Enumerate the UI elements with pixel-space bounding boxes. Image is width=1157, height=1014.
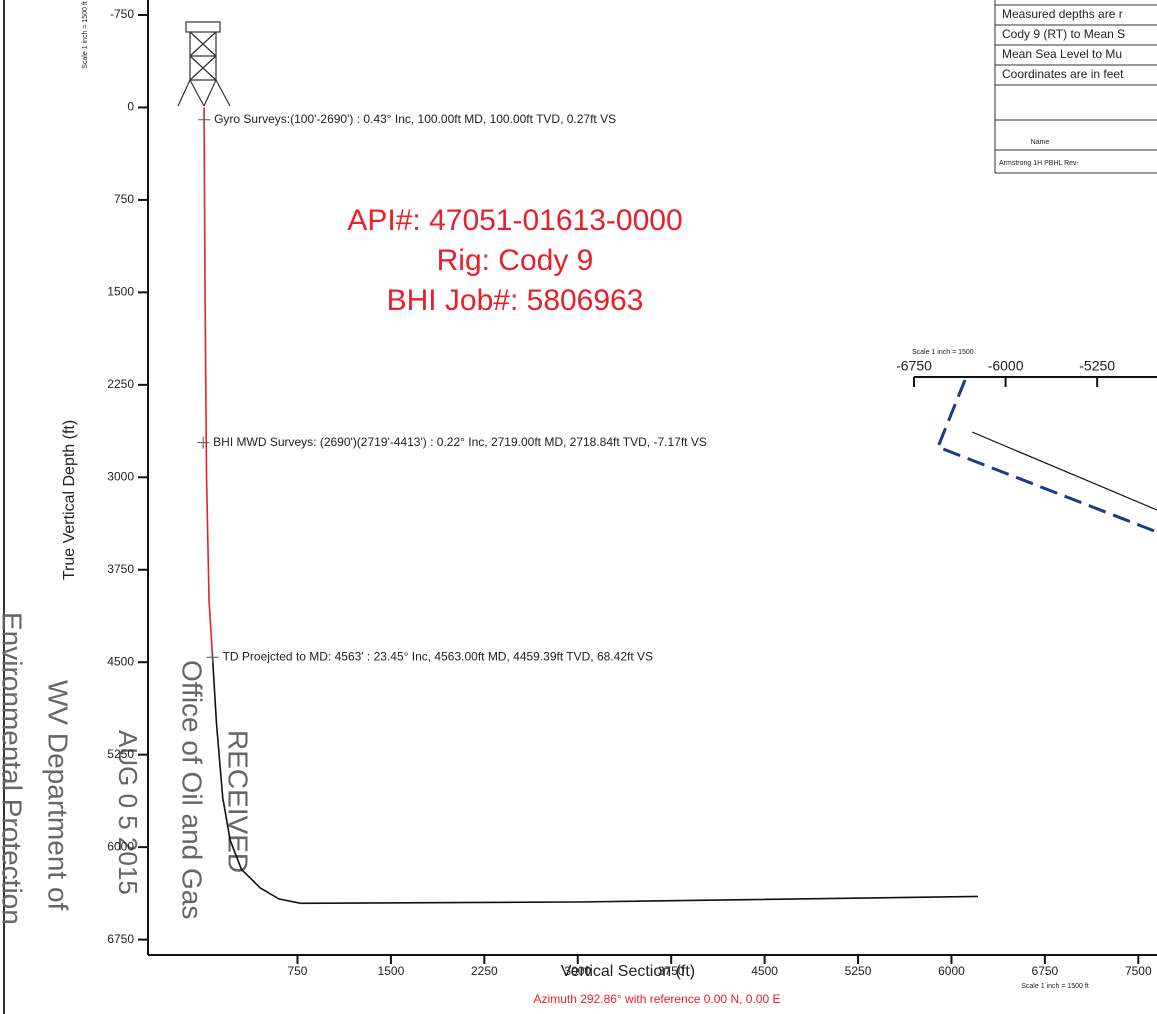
x-tick-label: 750 (287, 964, 307, 978)
inset-tick-label: -6750 (896, 358, 932, 374)
info-row: Measured depths are r (1002, 7, 1123, 21)
y-tick-label: 3000 (107, 469, 134, 483)
stamp-text: Office of Oil and Gas (177, 660, 208, 919)
y-tick-label: 6000 (107, 839, 134, 853)
x-tick-label: 3750 (658, 964, 685, 978)
info-row: Cody 9 (RT) to Mean S (1002, 27, 1125, 41)
y-tick-label: 5250 (107, 747, 134, 761)
x-tick-label: 6750 (1032, 964, 1059, 978)
stamp-text: WV Department of (43, 680, 74, 911)
x-tick-label: 1500 (378, 964, 405, 978)
scale-note: Scale 1 inch = 1500 ft (82, 1, 89, 69)
well-path (211, 657, 979, 905)
x-axis-title: Vertical Section (ft) (561, 963, 695, 980)
stamp-text: Environmental Protection (0, 612, 28, 925)
y-axis-title: True Vertical Depth (ft) (61, 420, 78, 580)
x-tick-label: 3000 (564, 964, 591, 978)
well-path (203, 107, 214, 658)
inset-tick-label: -5250 (1079, 358, 1115, 374)
survey-label: BHI MWD Surveys: (2690')(2719'-4413') : … (213, 435, 707, 449)
y-tick-label: 3750 (107, 562, 134, 576)
x-tick-label: 6000 (938, 964, 965, 978)
survey-marker (197, 436, 210, 449)
survey-marker (206, 651, 219, 664)
x-tick-label: 2250 (471, 964, 498, 978)
survey-label: Gyro Surveys:(100'-2690') : 0.43° Inc, 1… (214, 112, 616, 126)
subtitle: Azimuth 292.86° with reference 0.00 N, 0… (534, 992, 781, 1006)
info-row: Coordinates are in feet (1002, 67, 1124, 81)
inset-tick-label: -6000 (988, 358, 1024, 374)
header-line: API#: 47051-01613-0000 (347, 204, 682, 237)
x-tick-label: 7500 (1125, 964, 1152, 978)
header-line: BHI Job#: 5806963 (387, 284, 644, 317)
y-tick-label: 4500 (107, 654, 134, 668)
info-row: Mean Sea Level to Mu (1002, 47, 1122, 61)
inset-scale-note: Scale 1 inch = 1500 (912, 349, 974, 356)
stamp-text: RECEIVED (223, 730, 254, 873)
y-tick-label: 2250 (107, 377, 134, 391)
plan-well-path (971, 431, 1157, 511)
survey-marker (198, 113, 211, 126)
y-tick-label: 750 (114, 192, 134, 206)
scale-note: Scale 1 inch = 1500 ft (1021, 983, 1089, 990)
info-entry: Armstrong 1H PBHL Rev- (999, 160, 1080, 167)
survey-label: TD Proejcted to MD: 4563' : 23.45° Inc, … (223, 649, 653, 663)
x-tick-label: 5250 (845, 964, 872, 978)
y-tick-label: 1500 (107, 285, 134, 299)
y-tick-label: 0 (127, 100, 134, 114)
info-header: Name (1031, 139, 1050, 146)
stamp-text: AUG 0 5 2015 (113, 730, 143, 895)
derrick-icon (177, 21, 231, 107)
y-tick-label: -750 (110, 7, 134, 21)
header-line: Rig: Cody 9 (437, 244, 594, 277)
info-table-frame (994, 0, 1157, 174)
x-tick-label: 4500 (751, 964, 778, 978)
y-tick-label: 6750 (107, 932, 134, 946)
